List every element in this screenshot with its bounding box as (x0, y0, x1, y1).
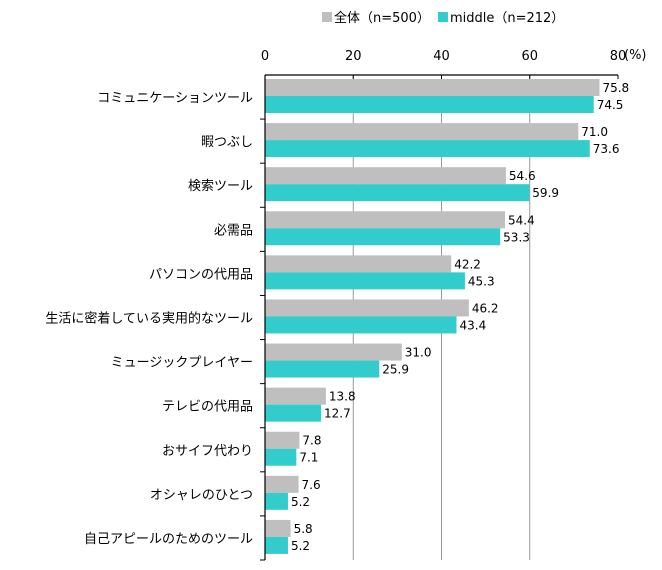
category-label: ミュージックプレイヤー (111, 356, 253, 371)
legend-swatch (322, 12, 332, 22)
category-label: 自己アピールのためのツール (84, 532, 253, 547)
bar-total (265, 255, 452, 273)
bar-total (265, 299, 469, 317)
data-label: 13.8 (329, 390, 356, 404)
bar-total (265, 519, 291, 537)
category-label: テレビの代用品 (162, 400, 253, 415)
category-label: パソコンの代用品 (149, 267, 253, 282)
bar-total (265, 123, 579, 141)
bar-middle (265, 536, 288, 554)
data-label: 31.0 (405, 346, 432, 360)
data-label: 7.1 (299, 451, 318, 465)
unit-label: (%) (624, 48, 647, 63)
bar-middle (265, 228, 501, 246)
x-tick-label: 60 (521, 49, 538, 64)
bar-middle (265, 272, 465, 290)
data-label: 5.2 (291, 495, 310, 509)
data-label: 73.6 (593, 142, 620, 156)
data-label: 54.4 (508, 213, 535, 227)
data-label: 5.8 (294, 522, 313, 536)
data-label: 12.7 (324, 407, 351, 421)
category-label: コミュニケーションツール (97, 91, 253, 106)
category-label: おサイフ代わり (162, 444, 253, 459)
bar-middle (265, 360, 380, 378)
category-label: 必需品 (214, 223, 253, 238)
x-tick-label: 80 (610, 49, 627, 64)
data-label: 7.8 (302, 434, 321, 448)
data-label: 75.8 (602, 81, 629, 95)
x-tick-label: 0 (261, 49, 269, 64)
data-label: 7.6 (302, 478, 321, 492)
bar-middle (265, 316, 457, 334)
data-label: 43.4 (460, 318, 487, 332)
category-label: 生活に密着している実用的なツール (45, 311, 253, 327)
bar-total (265, 211, 506, 229)
bar-middle (265, 404, 322, 422)
data-label: 42.2 (454, 257, 481, 271)
data-label: 53.3 (503, 230, 530, 244)
x-tick-label: 20 (345, 49, 362, 64)
category-label: 検索ツール (188, 179, 253, 194)
data-label: 46.2 (472, 301, 499, 315)
data-label: 5.2 (291, 539, 310, 553)
bar-total (265, 167, 506, 185)
legend-label: middle（n=212） (450, 11, 564, 26)
category-label: 暇つぶし (201, 135, 253, 150)
bar-total (265, 431, 300, 449)
legend-swatch (437, 12, 448, 22)
data-label: 74.5 (597, 98, 624, 112)
bar-total (265, 343, 402, 361)
bar-middle (265, 492, 288, 510)
data-label: 59.9 (532, 186, 559, 200)
bar-total (265, 475, 299, 493)
x-tick-label: 40 (433, 49, 450, 64)
data-label: 25.9 (382, 363, 409, 377)
bar-middle (265, 96, 594, 113)
legend-label: 全体（n=500） (334, 10, 430, 26)
bar-middle (265, 140, 590, 158)
data-label: 71.0 (581, 125, 608, 139)
data-label: 45.3 (468, 274, 495, 288)
bar-middle (265, 448, 297, 466)
bar-total (265, 79, 600, 96)
bar-total (265, 387, 326, 405)
category-label: オシャレのひとつ (150, 488, 253, 503)
data-label: 54.6 (509, 169, 536, 183)
bar-middle (265, 184, 530, 202)
